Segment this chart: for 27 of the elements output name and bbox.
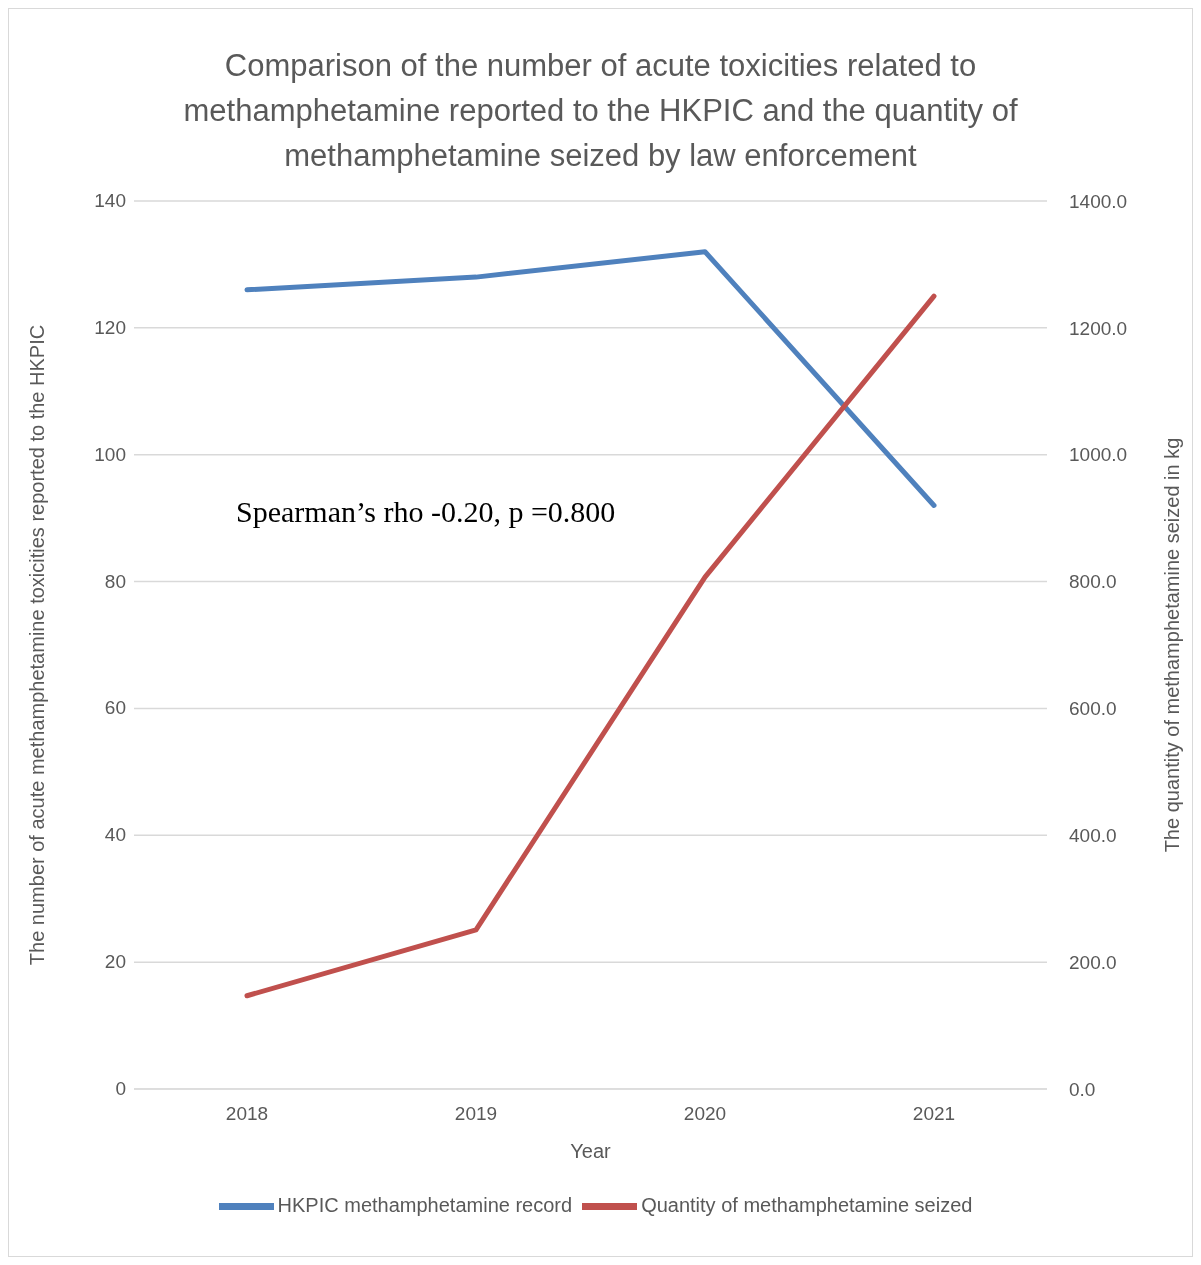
legend-label: HKPIC methamphetamine record bbox=[277, 1193, 573, 1216]
y2-tick-label: 0.0 bbox=[1069, 1078, 1096, 1100]
chart-title: Comparison of the number of acute toxicities related to methamphetamine reported to the HKPIC and the quantity of methamphetamine seized by law enforcement bbox=[182, 47, 1019, 173]
x-tick-label: 2019 bbox=[454, 1103, 498, 1125]
y2-tick-label: 400.0 bbox=[1069, 825, 1117, 847]
y2-tick-label: 200.0 bbox=[1069, 951, 1117, 973]
x-tick-label: 2020 bbox=[683, 1103, 727, 1125]
x-axis-title: Year bbox=[570, 1140, 612, 1163]
legend-label: Quantity of methamphetamine seized bbox=[641, 1193, 973, 1216]
y-tick-label: 40 bbox=[104, 824, 126, 846]
y-tick-label: 20 bbox=[104, 951, 126, 973]
y-tick-label: 140 bbox=[94, 190, 126, 211]
y2-tick-label: 1000.0 bbox=[1069, 444, 1128, 466]
y-tick-label: 100 bbox=[94, 443, 126, 465]
y-tick-label: 120 bbox=[94, 316, 126, 338]
annotation: Spearman’s rho -0.20, p =0.800 bbox=[236, 495, 616, 529]
y2-tick-label: 600.0 bbox=[1069, 698, 1117, 720]
y2-axis-title: The quantity of methamphetamine seized in kg bbox=[1161, 437, 1184, 853]
y2-tick-label: 1400.0 bbox=[1069, 190, 1128, 212]
x-tick-label: 2018 bbox=[225, 1103, 269, 1125]
y-tick-label: 0 bbox=[115, 1078, 126, 1099]
y2-tick-label: 1200.0 bbox=[1069, 317, 1128, 339]
x-tick-label: 2021 bbox=[912, 1103, 956, 1125]
y-axis-title: The number of acute methamphetamine toxicities reported to the HKPIC bbox=[26, 324, 49, 966]
y2-tick-label: 800.0 bbox=[1069, 571, 1117, 593]
y-tick-label: 80 bbox=[104, 570, 126, 592]
y-tick-label: 60 bbox=[104, 697, 126, 719]
